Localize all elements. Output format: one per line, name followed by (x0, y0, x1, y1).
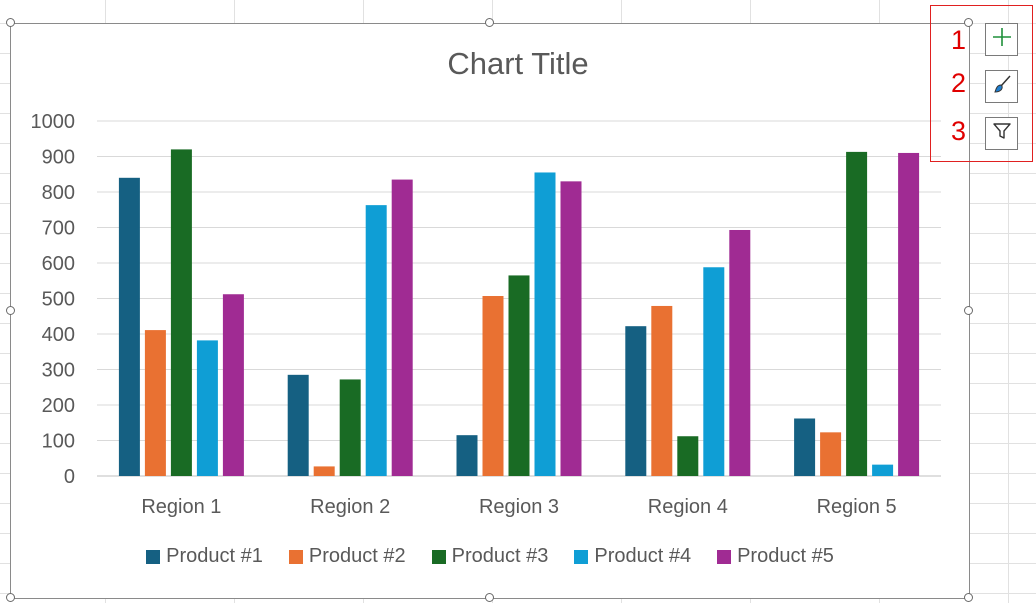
legend-label: Product #1 (166, 545, 263, 567)
legend-item-product-1: Product #1 (146, 545, 263, 568)
legend-swatch (146, 549, 161, 564)
chart-title[interactable]: Chart Title (447, 46, 589, 81)
legend-label: Product #4 (594, 545, 692, 567)
bar[interactable] (794, 418, 816, 476)
chart-filters-button[interactable] (985, 117, 1018, 150)
y-tick-label: 800 (42, 182, 75, 204)
x-category-label: Region 4 (648, 496, 728, 518)
legend-swatch (431, 549, 446, 564)
chart-elements-button[interactable] (985, 23, 1018, 56)
resize-handle-top-right[interactable] (964, 18, 973, 27)
bar[interactable] (560, 181, 582, 476)
filter-icon (991, 120, 1013, 147)
bar[interactable] (144, 330, 166, 476)
legend-swatch (574, 549, 589, 564)
y-tick-label: 300 (42, 360, 75, 382)
legend-swatch (288, 549, 303, 564)
bar[interactable] (872, 464, 894, 476)
chart-legend[interactable]: Product #1 Product #2 Product #3 Product… (0, 545, 980, 568)
bar[interactable] (846, 151, 868, 476)
y-tick-label: 900 (42, 147, 75, 169)
x-category-label: Region 5 (817, 496, 897, 518)
bar[interactable] (287, 374, 309, 476)
x-category-label: Region 2 (310, 496, 390, 518)
bar[interactable] (820, 432, 842, 476)
resize-handle-bottom-right[interactable] (964, 593, 973, 602)
bar[interactable] (729, 229, 751, 476)
bar[interactable] (118, 177, 140, 477)
bar[interactable] (703, 267, 725, 476)
resize-handle-bottom-center[interactable] (485, 593, 494, 602)
resize-handle-top-center[interactable] (485, 18, 494, 27)
resize-handle-bottom-left[interactable] (6, 593, 15, 602)
chart-tools-highlight (930, 5, 1033, 162)
legend-label: Product #5 (737, 545, 834, 567)
y-tick-label: 0 (64, 466, 75, 488)
tool-number-3: 3 (951, 116, 967, 146)
y-tick-label: 200 (42, 395, 75, 417)
legend-item-product-2: Product #2 (288, 545, 406, 568)
bar[interactable] (365, 205, 387, 476)
bar[interactable] (482, 296, 504, 476)
y-tick-label: 1000 (31, 111, 76, 133)
x-category-label: Region 1 (141, 496, 221, 518)
bar[interactable] (196, 340, 218, 476)
resize-handle-top-left[interactable] (6, 18, 15, 27)
tool-number-2: 2 (951, 68, 967, 98)
y-tick-label: 100 (42, 431, 75, 453)
bar[interactable] (391, 179, 413, 476)
bar[interactable] (677, 436, 699, 476)
resize-handle-middle-right[interactable] (964, 306, 973, 315)
resize-handle-middle-left[interactable] (6, 306, 15, 315)
bar[interactable] (651, 305, 673, 476)
bar[interactable] (339, 379, 361, 476)
bar[interactable] (456, 435, 478, 476)
legend-item-product-4: Product #4 (574, 545, 691, 568)
legend-label: Product #2 (308, 545, 406, 567)
chart-styles-button[interactable] (985, 70, 1018, 103)
bar[interactable] (508, 275, 530, 476)
legend-item-product-3: Product #3 (431, 545, 549, 568)
y-tick-label: 600 (42, 253, 75, 275)
bar[interactable] (534, 172, 556, 476)
bar[interactable] (625, 326, 647, 476)
y-tick-label: 700 (42, 218, 75, 240)
plus-icon (992, 27, 1012, 52)
y-tick-label: 400 (42, 324, 75, 346)
legend-label: Product #3 (451, 545, 549, 567)
brush-icon (991, 73, 1013, 100)
tool-number-1: 1 (951, 25, 967, 55)
bar[interactable] (313, 466, 335, 476)
bar[interactable] (222, 294, 244, 476)
legend-swatch (717, 549, 732, 564)
x-category-label: Region 3 (479, 496, 559, 518)
bar[interactable] (898, 152, 920, 476)
legend-item-product-5: Product #5 (717, 545, 834, 568)
y-tick-label: 500 (42, 289, 75, 311)
bar[interactable] (170, 149, 192, 476)
